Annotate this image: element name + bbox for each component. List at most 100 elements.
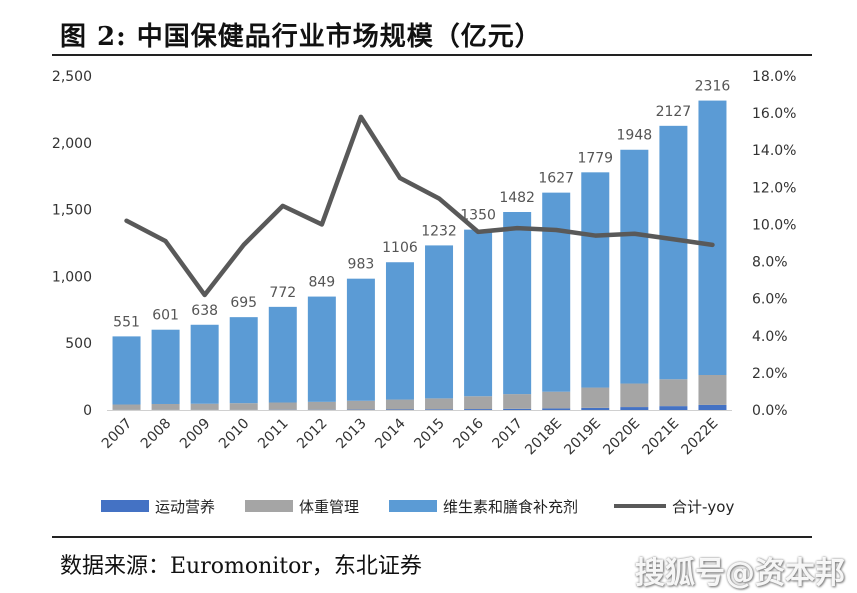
bar-segment bbox=[307, 296, 336, 402]
bar-segment bbox=[385, 399, 414, 410]
data-label: 1779 bbox=[577, 150, 613, 166]
y-left-tick-label: 1,500 bbox=[52, 203, 92, 219]
data-label: 983 bbox=[348, 257, 375, 273]
x-tick-label: 2011 bbox=[255, 416, 292, 453]
bar-segment bbox=[620, 383, 649, 408]
bar-segment bbox=[542, 408, 571, 410]
bar-segment bbox=[620, 149, 649, 384]
data-label: 849 bbox=[308, 275, 335, 291]
y-left-tick-label: 0 bbox=[83, 403, 92, 419]
bar-segment bbox=[581, 172, 610, 388]
legend-label: 运动营养 bbox=[155, 498, 215, 516]
source-divider bbox=[52, 536, 812, 538]
source-note: 数据来源：Euromonitor，东北证券 bbox=[60, 554, 422, 579]
bar-segment bbox=[542, 192, 571, 392]
bar-segment bbox=[464, 396, 493, 410]
bar-segment bbox=[698, 404, 727, 410]
bar-segment bbox=[503, 212, 532, 395]
bar-segment bbox=[698, 374, 727, 405]
data-label: 1232 bbox=[421, 223, 457, 239]
chart-title: 图 2: 中国保健品行业市场规模（亿元） bbox=[60, 22, 542, 52]
bar-segment bbox=[425, 398, 454, 410]
data-label: 551 bbox=[113, 314, 140, 330]
bar-segment bbox=[620, 407, 649, 410]
x-tick-label: 2021E bbox=[639, 416, 682, 459]
x-tick-label: 2016 bbox=[450, 415, 487, 452]
legend-swatch bbox=[245, 500, 293, 512]
legend-swatch bbox=[101, 500, 149, 512]
bar-segment bbox=[229, 403, 258, 410]
x-tick-label: 2007 bbox=[99, 416, 136, 453]
bar-segment bbox=[151, 329, 180, 404]
y-left-tick-label: 500 bbox=[65, 336, 92, 352]
legend-label: 体重管理 bbox=[299, 498, 359, 516]
x-tick-label: 2017 bbox=[489, 416, 526, 453]
bar-segment bbox=[503, 408, 532, 410]
data-label: 2127 bbox=[656, 104, 692, 120]
x-tick-label: 2019E bbox=[561, 416, 604, 459]
bar-segment bbox=[112, 404, 141, 410]
bar-segment bbox=[190, 324, 219, 404]
y-left-tick-label: 2,000 bbox=[52, 136, 92, 152]
bar-segment bbox=[385, 262, 414, 400]
bar-segment bbox=[112, 336, 141, 405]
data-label: 1350 bbox=[460, 208, 496, 224]
x-tick-label: 2020E bbox=[600, 416, 643, 459]
bar-segment bbox=[542, 391, 571, 409]
x-tick-label: 2012 bbox=[294, 416, 331, 453]
bar-segment bbox=[346, 278, 375, 401]
y-right-tick-label: 6.0% bbox=[752, 292, 788, 308]
yoy-line bbox=[124, 114, 715, 298]
bar-segment bbox=[346, 400, 375, 410]
y-right-tick-label: 18.0% bbox=[752, 69, 796, 85]
y-right-tick-label: 0.0% bbox=[752, 403, 788, 419]
bar-segment bbox=[385, 409, 414, 410]
legend-swatch bbox=[389, 500, 437, 512]
legend-label: 维生素和膳食补充剂 bbox=[443, 498, 578, 516]
x-tick-label: 2010 bbox=[216, 416, 253, 453]
bar-segment bbox=[268, 306, 297, 403]
y-right-tick-label: 14.0% bbox=[752, 143, 796, 159]
data-label: 1627 bbox=[538, 171, 574, 187]
data-label: 2316 bbox=[695, 79, 731, 95]
data-label: 1948 bbox=[617, 128, 653, 144]
x-tick-label: 2009 bbox=[177, 416, 214, 453]
data-label: 601 bbox=[152, 308, 179, 324]
legend-label: 合计-yoy bbox=[672, 498, 734, 516]
bar-segment bbox=[425, 409, 454, 410]
bar-segment bbox=[268, 402, 297, 410]
x-tick-label: 2022E bbox=[679, 416, 722, 459]
x-tick-label: 2015 bbox=[411, 416, 448, 453]
bar-segment bbox=[581, 407, 610, 410]
data-label: 638 bbox=[191, 303, 218, 319]
x-tick-label: 2013 bbox=[333, 416, 370, 453]
bar-segment bbox=[229, 317, 258, 404]
title-divider bbox=[52, 54, 812, 56]
bar-segment bbox=[503, 394, 532, 409]
bar-segment bbox=[307, 401, 336, 410]
y-right-tick-label: 2.0% bbox=[752, 366, 788, 382]
bar-segment bbox=[190, 403, 219, 410]
x-tick-label: 2008 bbox=[138, 416, 175, 453]
y-right-tick-label: 8.0% bbox=[752, 255, 788, 271]
y-right-tick-label: 16.0% bbox=[752, 106, 796, 122]
watermark: 搜狐号@资本邦 bbox=[635, 556, 845, 591]
x-tick-label: 2014 bbox=[372, 415, 409, 452]
y-left-tick-label: 1,000 bbox=[52, 269, 92, 285]
bar-segment bbox=[425, 245, 454, 399]
bar-segment bbox=[659, 406, 688, 410]
data-label: 695 bbox=[230, 295, 257, 311]
y-right-tick-label: 12.0% bbox=[752, 180, 796, 196]
bar-segment bbox=[698, 100, 727, 375]
bar-segment bbox=[464, 229, 493, 397]
bar-segment bbox=[659, 125, 688, 380]
x-tick-label: 2018E bbox=[522, 416, 565, 459]
data-label: 772 bbox=[269, 285, 296, 301]
bar-segment bbox=[659, 379, 688, 407]
data-label: 1106 bbox=[382, 240, 418, 256]
data-label: 1482 bbox=[499, 190, 535, 206]
bar-segment bbox=[464, 409, 493, 410]
y-right-tick-label: 4.0% bbox=[752, 329, 788, 345]
bar-segment bbox=[581, 387, 610, 408]
y-right-tick-label: 10.0% bbox=[752, 217, 796, 233]
